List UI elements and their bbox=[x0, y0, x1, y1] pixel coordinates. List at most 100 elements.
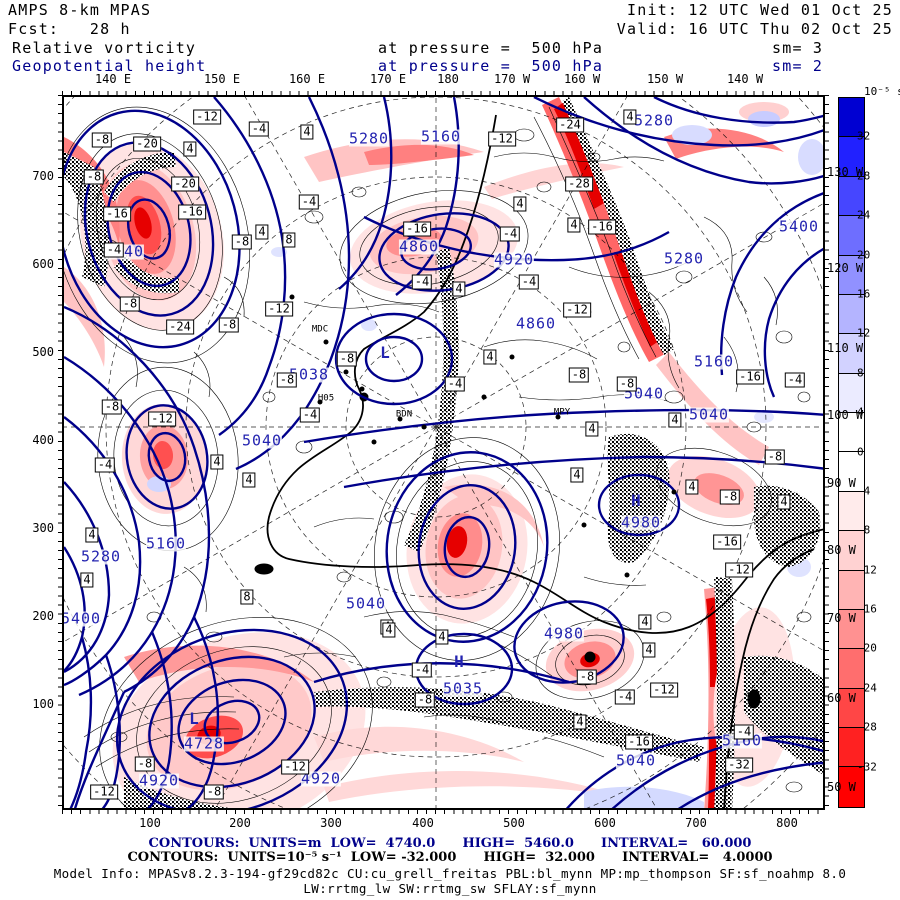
right-lon-label: 100 W bbox=[827, 408, 864, 422]
model-info-line-2: LW:rrtmg_lw SW:rrtmg_sw SFLAY:sf_mynn bbox=[303, 881, 597, 896]
height-contour-label: 4920 bbox=[138, 771, 180, 790]
vorticity-contour-label: 4 bbox=[642, 642, 656, 658]
map-label-layer: -12 -4 4 -8 -20 -8 -20 -16 -16 -4 -8 8 4 -8 -24 -8 -4 4 -1… bbox=[64, 97, 823, 808]
colorbar-tick: -32 bbox=[857, 760, 877, 774]
colorbar-segment bbox=[839, 98, 864, 138]
station-dot bbox=[555, 414, 561, 420]
vorticity-contour-label: -4 bbox=[444, 376, 466, 392]
colorbar-tick: -8 bbox=[857, 523, 871, 537]
height-contour-label: 5280 bbox=[633, 111, 675, 130]
left-axis-label: 500 bbox=[32, 345, 54, 359]
height-contour-label: 4860 bbox=[515, 314, 557, 333]
vorticity-contour-label: 4 bbox=[300, 124, 314, 140]
height-contour-label: 4860 bbox=[398, 237, 440, 256]
vorticity-contour-label: -12 bbox=[90, 784, 118, 800]
top-lon-label: 180 bbox=[437, 72, 459, 86]
forecast-map: -12 -4 4 -8 -20 -8 -20 -16 -16 -4 -8 8 4 -8 -24 -8 -4 4 -1… bbox=[62, 95, 825, 810]
left-axis-label: 700 bbox=[32, 169, 54, 183]
colorbar-segment bbox=[839, 609, 864, 650]
colorbar-tick: 16 bbox=[857, 287, 871, 301]
bottom-axis-label: 500 bbox=[503, 816, 525, 830]
height-contour-label: 5400 bbox=[778, 217, 820, 236]
vorticity-contour-label: -4 bbox=[733, 724, 755, 740]
vorticity-contour-label: 4 bbox=[685, 479, 699, 495]
height-contour-label: 5280 bbox=[348, 129, 390, 148]
colorbar-segment bbox=[839, 649, 864, 689]
height-contour-label: 4980 bbox=[620, 513, 662, 532]
colorbar-segment bbox=[839, 531, 864, 571]
coastline bbox=[254, 114, 823, 808]
top-lon-label: 140 W bbox=[726, 72, 764, 86]
model-title: AMPS 8-km MPAS bbox=[8, 1, 152, 19]
vorticity-contour-label: -4 bbox=[518, 274, 540, 290]
station-dot bbox=[509, 354, 515, 360]
vorticity-contour-label: -8 bbox=[414, 692, 436, 708]
colorbar-segment bbox=[839, 137, 864, 177]
vorticity-shading-positive bbox=[147, 111, 823, 808]
vorticity-contour-label: -8 bbox=[134, 756, 156, 772]
vorticity-contour-label: 4 bbox=[435, 629, 449, 645]
vorticity-contour-label: -12 bbox=[193, 109, 221, 125]
vorticity-contour-label: 4 bbox=[513, 196, 527, 212]
axis-minor-ticks-left bbox=[58, 95, 62, 810]
vorticity-contour-label: 4 bbox=[573, 714, 587, 730]
top-lon-label: 140 E bbox=[94, 72, 132, 86]
vorticity-contour-label: -12 bbox=[148, 411, 176, 427]
bottom-axis-label: 100 bbox=[139, 816, 161, 830]
vorticity-contour-label: -4 bbox=[298, 194, 320, 210]
bottom-axis-label: 300 bbox=[320, 816, 342, 830]
vorticity-contour-label: 4 bbox=[80, 572, 94, 588]
colorbar-segment bbox=[839, 570, 864, 610]
colorbar-segment bbox=[839, 452, 864, 492]
vorticity-contour-label: -4 bbox=[499, 226, 521, 242]
top-lon-label: 170 E bbox=[369, 72, 407, 86]
colorbar-tick: -16 bbox=[857, 602, 877, 616]
bottom-axis-label: 200 bbox=[229, 816, 251, 830]
vorticity-contour-label: -8 bbox=[203, 784, 225, 800]
colorbar-segment bbox=[839, 255, 864, 295]
field-1-level: at pressure = 500 hPa bbox=[378, 39, 604, 57]
colorbar-segment bbox=[839, 373, 864, 413]
vorticity-contour-label: -4 bbox=[94, 457, 116, 473]
vorticity-contour-label: -12 bbox=[488, 131, 516, 147]
vorticity-contour-label: -28 bbox=[565, 176, 593, 192]
height-contour-label: 4980 bbox=[543, 624, 585, 643]
station-dot bbox=[289, 294, 295, 300]
top-lon-label: 170 W bbox=[493, 72, 531, 86]
vorticity-contour-label: 4 bbox=[567, 217, 581, 233]
colorbar-tick: -4 bbox=[857, 484, 871, 498]
vorticity-contour-label: -16 bbox=[713, 534, 741, 550]
axis-minor-ticks-top bbox=[62, 91, 825, 95]
axis-minor-ticks-bottom bbox=[62, 810, 825, 814]
station-dot bbox=[317, 399, 323, 405]
vorticity-contour-label: -4 bbox=[299, 407, 321, 423]
field-2-level: at pressure = 500 hPa bbox=[378, 57, 604, 75]
right-lon-label: 120 W bbox=[827, 261, 864, 275]
vorticity-contour-label: -8 bbox=[91, 132, 113, 148]
vorticity-contour-label: -16 bbox=[103, 206, 131, 222]
vorticity-contour-label: -16 bbox=[736, 369, 764, 385]
station-dot bbox=[581, 522, 587, 528]
smoothing-2: sm= 2 bbox=[772, 57, 824, 75]
vorticity-contour-label: -24 bbox=[166, 319, 194, 335]
vorticity-contour-label: -16 bbox=[625, 734, 653, 750]
height-contour-label: 5040 bbox=[345, 594, 387, 613]
pressure-center-marker: L bbox=[189, 709, 199, 728]
vorticity-contour-label: 4 bbox=[242, 472, 256, 488]
colorbar-segment bbox=[839, 491, 864, 532]
left-axis-label: 600 bbox=[32, 257, 54, 271]
height-contour-label: 5035 bbox=[442, 679, 484, 698]
vorticity-contour-label: -12 bbox=[725, 562, 753, 578]
left-axis-label: 400 bbox=[32, 433, 54, 447]
station-dot bbox=[481, 394, 487, 400]
height-contour-label: 5160 bbox=[693, 352, 735, 371]
vorticity-contour-label: -8 bbox=[231, 234, 253, 250]
station-dot bbox=[397, 416, 403, 422]
colorbar-tick: -24 bbox=[857, 681, 877, 695]
height-contour-info: CONTOURS: UNITS=m LOW= 4740.0 HIGH= 5460… bbox=[148, 836, 752, 851]
colorbar-segment bbox=[839, 176, 864, 217]
colorbar-units-title: 10⁻⁵ s⁻¹ bbox=[864, 85, 900, 98]
vorticity-contour-label: -12 bbox=[265, 301, 293, 317]
vorticity-contour-label: 4 bbox=[777, 494, 791, 510]
